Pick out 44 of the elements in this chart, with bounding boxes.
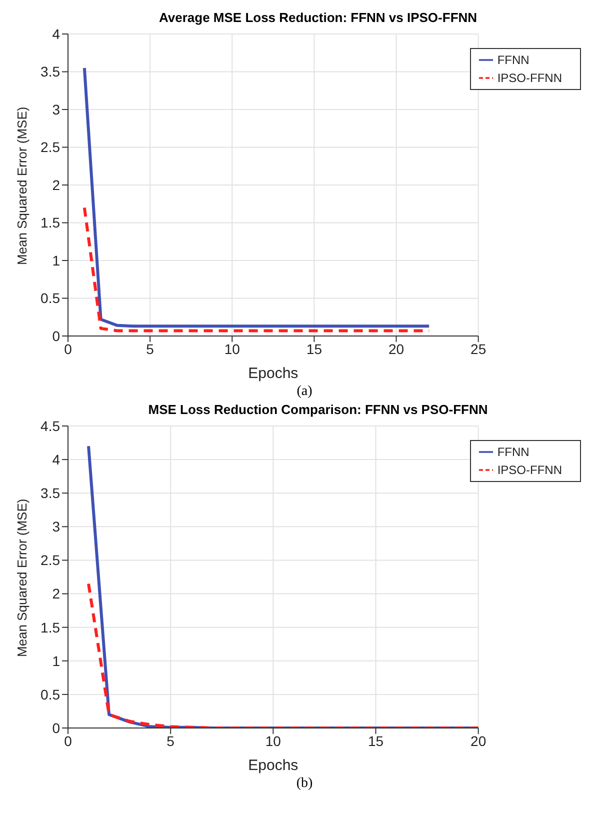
x-axis-title: Epochs [248,365,298,382]
y-tick-label: 0.5 [40,686,60,702]
y-tick-label: 1 [52,252,60,268]
y-axis-title: Mean Squared Error (MSE) [14,106,30,265]
y-tick-label: 4 [52,452,60,468]
line-series [82,66,431,328]
y-tick-label: 2.5 [40,552,60,568]
x-axis-title: Epochs [248,757,298,774]
y-tick-label: 0 [52,720,60,736]
text: (b) [295,776,314,792]
y-tick-label: 1.5 [40,619,60,636]
line-series [87,582,478,728]
legend-label: FFNN [497,53,530,67]
y-tick-label: 4 [52,26,60,42]
legend-label: IPSO-FFNN [497,71,562,85]
text: (a) [296,384,314,400]
y-tick-label: 2.5 [40,139,60,156]
chart-title: MSE Loss Reduction Comparison: FFNN vs PSO-FFNN [148,402,488,417]
y-tick-label: 2 [52,586,60,602]
x-tick-label: 20 [470,732,486,749]
legend-label: FFNN [497,445,530,459]
y-tick-label: 1.5 [40,214,60,231]
x-tick-label: 5 [146,340,154,357]
x-tick-label: 10 [224,340,240,357]
x-tick-label: 5 [166,732,175,749]
x-tick-label: 20 [388,340,404,357]
x-tick-label: 25 [470,340,486,357]
y-tick-label: 4.5 [40,418,60,434]
y-tick-label: 3 [52,518,60,535]
x-tick-label: 0 [64,732,72,749]
y-tick-label: 0.5 [40,290,60,306]
x-tick-label: 15 [306,340,322,357]
y-axis-title: Mean Squared Error (MSE) [14,498,30,657]
legend-label: IPSO-FFNN [497,463,562,477]
y-tick-label: 3.5 [40,64,60,80]
y-tick-label: 1 [52,652,60,669]
y-tick-label: 2 [52,176,60,193]
x-tick-label: 15 [368,732,384,749]
y-tick-label: 0 [52,328,60,344]
y-tick-label: 3.5 [40,485,60,502]
chart-title: Average MSE Loss Reduction: FFNN vs IPSO-FFNN [158,10,478,25]
y-tick-label: 3 [52,101,60,118]
x-tick-label: 0 [64,340,72,357]
x-tick-label: 10 [265,732,282,749]
